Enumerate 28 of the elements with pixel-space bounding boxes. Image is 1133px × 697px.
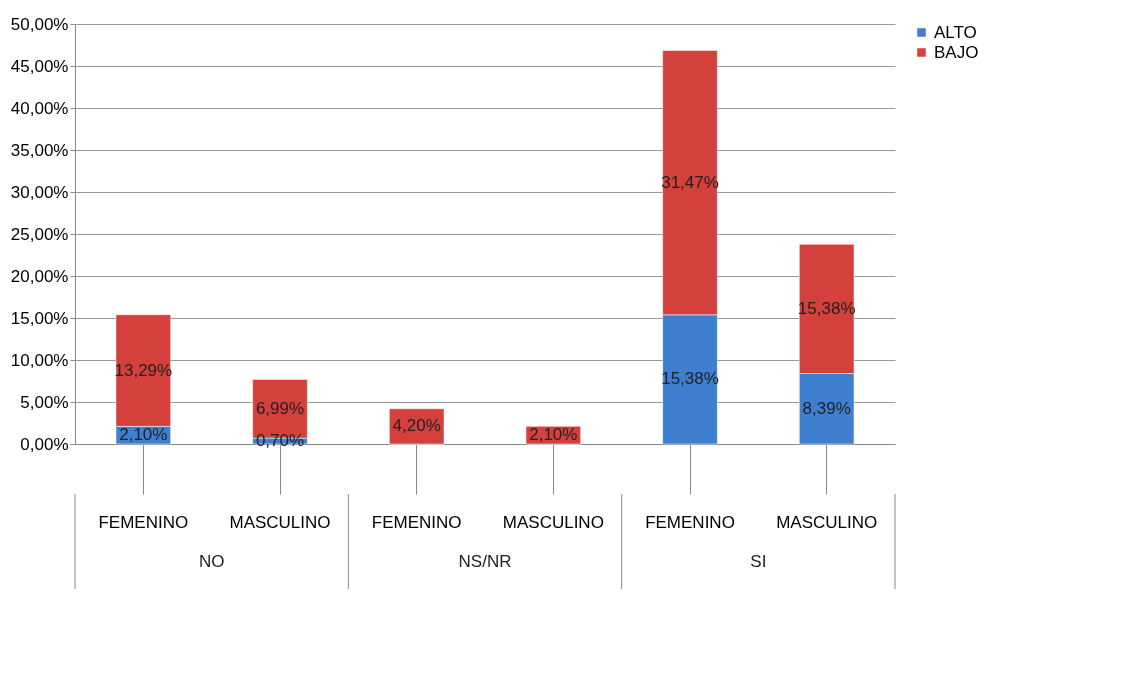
x-tick-label: FEMENINO [371,512,462,532]
y-tick-label: 40,00% [10,98,69,118]
y-tick-label: 50,00% [10,14,69,34]
data-label: 2,10% [529,425,578,445]
legend-label: ALTO [934,22,977,42]
y-tick-label: 5,00% [20,392,69,412]
y-tick-label: 15,00% [10,308,69,328]
text: NS/NR [458,552,512,571]
y-tick-label: 35,00% [10,140,69,160]
y-tick-label: 30,00% [10,182,69,202]
y-tick-label: 10,00% [10,350,69,370]
data-label: 4,20% [392,416,441,436]
text: NO [198,552,225,571]
data-label: 6,99% [255,398,305,418]
text: SI [750,552,767,571]
y-tick-label: 0,00% [20,434,69,454]
y-tick-label: 45,00% [10,56,69,76]
data-label: 8,39% [802,398,851,418]
y-tick-label: 20,00% [10,266,69,286]
x-tick-label: MASCULINO [229,512,331,532]
x-tick-label: FEMENINO [98,512,189,532]
bar [389,408,445,445]
data-label: 2,10% [119,425,168,445]
legend-label: BAJO [934,42,979,62]
x-tick-label: MASCULINO [502,512,604,532]
y-tick-label: 25,00% [10,224,69,244]
x-tick-label: FEMENINO [645,512,735,532]
x-tick-label: MASCULINO [776,512,878,532]
